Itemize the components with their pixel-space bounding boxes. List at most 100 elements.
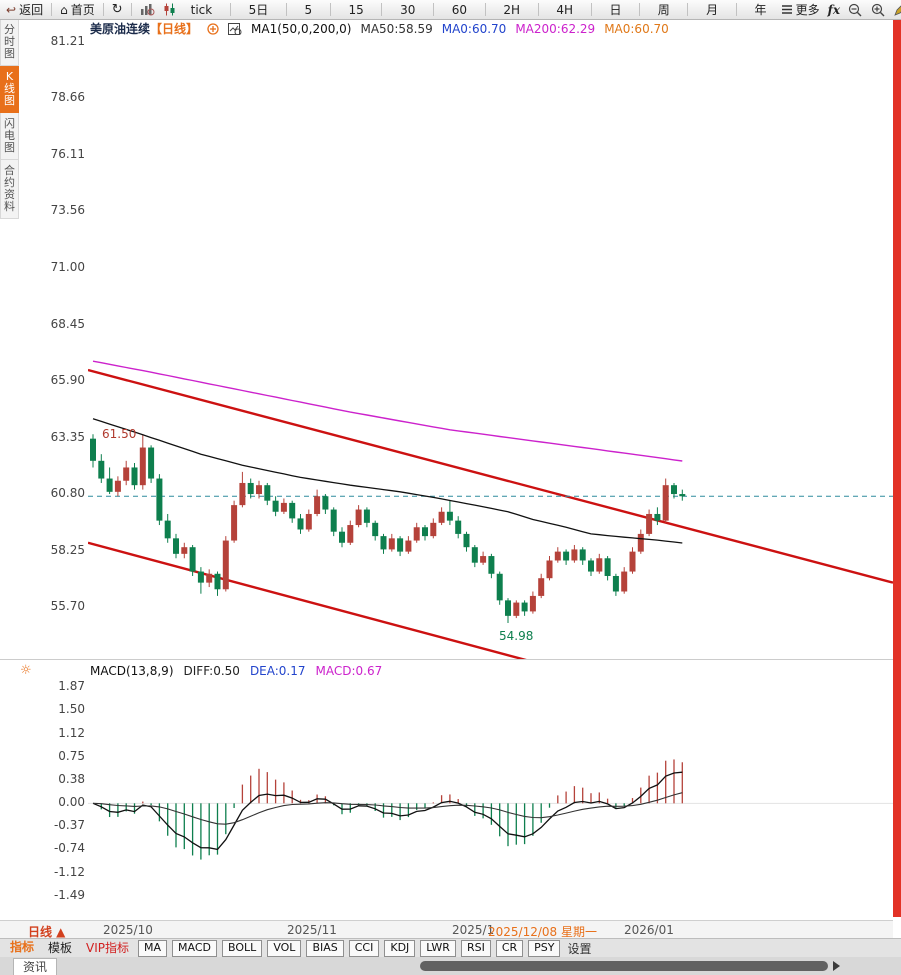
separator bbox=[590, 3, 592, 16]
sidebar-item-闪电图[interactable]: 闪电图 bbox=[0, 113, 19, 160]
time-tick: 2025/1 bbox=[452, 923, 495, 937]
period-dropdown[interactable]: 日线 ▲ bbox=[28, 925, 66, 939]
indicator-button-CCI[interactable]: CCI bbox=[348, 940, 380, 957]
period-tag: 【日线】 bbox=[150, 22, 199, 36]
separator bbox=[130, 3, 132, 16]
period-button-4H[interactable]: 4H bbox=[556, 2, 574, 17]
indicator-button-MACD[interactable]: MACD bbox=[172, 940, 218, 957]
separator bbox=[735, 3, 737, 16]
price-tick-label: 76.11 bbox=[50, 146, 85, 161]
sidebar-item-分时图[interactable]: 分时图 bbox=[0, 19, 19, 66]
price-tick-label: 58.25 bbox=[50, 542, 85, 557]
macd-tick-label: 0.38 bbox=[58, 771, 85, 786]
vertical-scrollbar[interactable] bbox=[893, 19, 901, 917]
indicator-button-VOL[interactable]: VOL bbox=[267, 940, 302, 957]
price-tick-label: 65.90 bbox=[50, 373, 85, 388]
horizontal-scrollbar-thumb[interactable] bbox=[420, 961, 828, 971]
indicator-button-LWR[interactable]: LWR bbox=[420, 940, 456, 957]
time-tick: 2026/01 bbox=[624, 923, 674, 937]
ma50-readout: MA50:58.59 bbox=[360, 21, 433, 36]
home-button[interactable]: ⌂ 首页 bbox=[60, 1, 95, 18]
formula-button[interactable]: fx bbox=[827, 2, 840, 17]
indicator-button-RSI[interactable]: RSI bbox=[460, 940, 491, 957]
macd-tick-label: 1.50 bbox=[58, 702, 85, 716]
dea-line bbox=[92, 792, 683, 825]
period-button-月[interactable]: 月 bbox=[706, 3, 719, 17]
separator bbox=[381, 3, 383, 16]
period-button-日[interactable]: 日 bbox=[609, 3, 622, 17]
ma0-orange-readout: MA0:60.70 bbox=[604, 21, 669, 36]
separator bbox=[229, 3, 231, 16]
time-tick: 2025/11 bbox=[287, 923, 337, 937]
macd-tick-label: -0.37 bbox=[53, 818, 85, 833]
candlestick-chart-canvas[interactable]: 61.50 54.98 bbox=[88, 19, 893, 660]
menu-icon bbox=[781, 5, 792, 14]
separator bbox=[285, 3, 287, 16]
bar-chart-view-button[interactable] bbox=[140, 3, 155, 16]
indicator-button-PSY[interactable]: PSY bbox=[528, 940, 561, 957]
news-tab[interactable]: 资讯 bbox=[13, 958, 58, 975]
period-button-5[interactable]: 5 bbox=[304, 2, 313, 17]
ma-settings-label: MA1(50,0,200,0) bbox=[251, 21, 352, 36]
period-button-2H[interactable]: 2H bbox=[503, 2, 521, 17]
sidebar-item-合约资料[interactable]: 合约资料 bbox=[0, 160, 19, 219]
zoom-in-button[interactable] bbox=[871, 3, 886, 17]
refresh-icon: ↻ bbox=[111, 2, 123, 17]
diff-line bbox=[92, 771, 683, 851]
indicator-button-BIAS[interactable]: BIAS bbox=[306, 940, 344, 957]
refresh-button[interactable]: ↻ bbox=[112, 2, 123, 17]
sidebar-item-K线图[interactable]: K线图 bbox=[0, 66, 19, 113]
tab-VIP指标[interactable]: VIP指标 bbox=[86, 940, 130, 955]
macd-tick-label: 0.00 bbox=[58, 795, 85, 810]
period-button-周[interactable]: 周 bbox=[657, 3, 670, 17]
indicator-button-BOLL[interactable]: BOLL bbox=[222, 940, 263, 957]
settings-button[interactable]: 设置 bbox=[567, 942, 592, 956]
price-tick-label: 78.66 bbox=[50, 90, 85, 105]
period-button-30[interactable]: 30 bbox=[400, 2, 416, 17]
more-button[interactable]: 更多 bbox=[781, 1, 820, 18]
trendline-upper-channel bbox=[88, 368, 893, 584]
add-indicator-button[interactable] bbox=[207, 22, 219, 35]
period-button-tick[interactable]: tick bbox=[190, 2, 213, 17]
macd-tick-label: -1.12 bbox=[53, 864, 85, 879]
period-button-60[interactable]: 60 bbox=[451, 2, 468, 17]
draw-button[interactable] bbox=[894, 3, 901, 16]
bar-chart-icon bbox=[140, 4, 155, 16]
separator bbox=[329, 3, 331, 16]
period-button-年[interactable]: 年 bbox=[754, 3, 767, 17]
indicator-settings-icon[interactable]: ☼ bbox=[20, 663, 32, 678]
chart-mode-rail: 分时图 K线图 闪电图 合约资料 bbox=[0, 19, 19, 219]
macd-params-label: MACD(13,8,9) bbox=[90, 664, 174, 678]
price-tick-label: 73.56 bbox=[50, 203, 85, 218]
chart-zoom-button[interactable] bbox=[228, 22, 242, 35]
zoom-out-icon bbox=[848, 3, 862, 16]
indicator-button-CR[interactable]: CR bbox=[495, 940, 524, 957]
zoom-out-button[interactable] bbox=[848, 3, 863, 17]
symbol-name: 美原油连续 bbox=[90, 22, 151, 36]
ma50-line bbox=[92, 418, 683, 544]
candles-layer bbox=[90, 434, 686, 623]
time-tick: 2025/12/08 星期一 bbox=[488, 925, 597, 939]
price-tick-label: 68.45 bbox=[50, 316, 85, 331]
separator bbox=[687, 3, 689, 16]
kline-view-button[interactable] bbox=[163, 3, 177, 16]
dea-readout: DEA:0.17 bbox=[249, 664, 306, 678]
chart-header: 美原油连续【日线】 MA1(50,0,200,0) MA50:58.59 MA0… bbox=[90, 21, 669, 37]
period-button-15[interactable]: 15 bbox=[348, 2, 364, 17]
indicator-button-KDJ[interactable]: KDJ bbox=[384, 940, 416, 957]
home-icon: ⌂ bbox=[60, 2, 68, 17]
tab-模板[interactable]: 模板 bbox=[48, 940, 73, 955]
bottom-strip: 资讯 bbox=[0, 957, 901, 975]
price-tick-label: 63.35 bbox=[50, 429, 85, 444]
macd-header: MACD(13,8,9) DIFF:0.50 DEA:0.17 MACD:0.6… bbox=[90, 664, 382, 678]
tab-指标[interactable]: 指标 bbox=[8, 939, 37, 959]
period-button-5日[interactable]: 5日 bbox=[248, 3, 269, 17]
price-tick-label: 71.00 bbox=[50, 260, 85, 275]
indicator-button-MA[interactable]: MA bbox=[138, 940, 168, 957]
back-button[interactable]: ↩ 返回 bbox=[6, 1, 43, 18]
ma0-blue-readout: MA0:60.70 bbox=[441, 21, 507, 36]
macd-chart-canvas[interactable] bbox=[88, 660, 893, 915]
scrollbar-arrow-icon[interactable] bbox=[833, 961, 840, 971]
time-axis-row: 日线 ▲ 2025/10 2025/11 2025/1 2025/12/08 星期一 2… bbox=[0, 920, 893, 939]
